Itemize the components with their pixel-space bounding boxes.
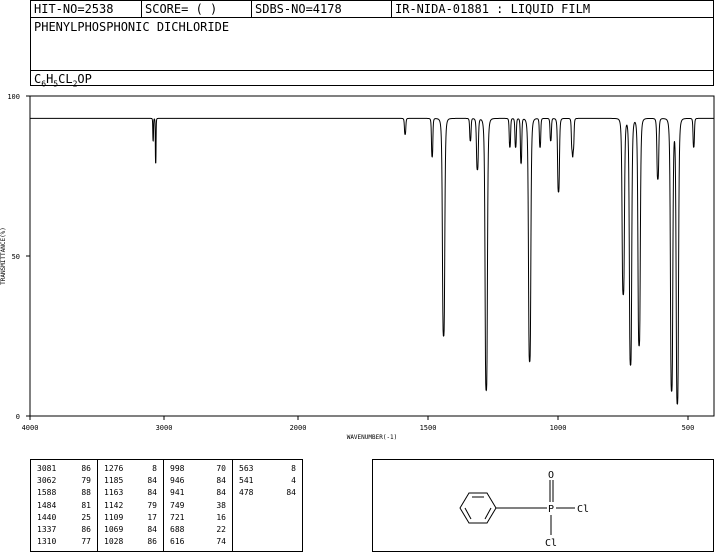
structure-box: O P Cl Cl [372,459,714,552]
chlorine-atom: Cl [577,504,589,515]
double-bond [464,507,472,520]
x-tick-label: 1500 [420,424,437,432]
peak-transmittance: 84 [216,488,226,498]
chlorine-atom: Cl [545,538,557,549]
peak-transmittance: 8 [291,464,296,473]
y-tick-label: 100 [7,93,20,101]
peak-wavenumber: 1069 [104,525,124,534]
peak-wavenumber: 1310 [37,537,57,547]
spectrum-trace [30,117,714,405]
y-axis-label: TRANSMITTANCE(%) [0,227,7,285]
double-bond [484,507,492,520]
peak-wavenumber: 1142 [104,500,124,510]
header-row: HIT-NO=2538 SCORE= ( ) SDBS-NO=4178 IR-N… [31,1,713,18]
peak-wavenumber: 721 [170,512,185,522]
peak-wavenumber: 1337 [37,525,57,534]
x-tick-label: 4000 [22,424,39,432]
peak-transmittance: 22 [216,525,226,534]
phosphorus-atom: P [548,504,554,515]
peak-transmittance: 84 [286,488,296,498]
oxygen-atom: O [548,470,554,481]
peak-transmittance: 74 [216,537,226,547]
structure-diagram: O P Cl Cl [459,470,589,549]
peak-table: 3081 86 3062 79 1588 88 1484 81 1440 25 1337 86 1310… [30,459,303,552]
divider [31,70,713,71]
peak-transmittance: 17 [147,512,157,522]
x-tick-label: 2000 [290,424,307,432]
peak-wavenumber: 1109 [104,512,124,522]
peak-transmittance: 79 [147,500,157,510]
peak-transmittance: 25 [81,512,91,522]
y-tick-label: 50 [12,253,20,261]
peak-transmittance: 79 [81,476,91,486]
peak-transmittance: 84 [147,525,157,534]
peak-wavenumber: 998 [170,464,185,473]
molecular-formula: C6H5CL2OP [34,72,92,89]
peak-wavenumber: 3081 [37,464,57,473]
peak-wavenumber: 1028 [104,537,124,547]
peak-wavenumber: 946 [170,476,185,486]
score: SCORE= ( ) [141,1,251,17]
peak-transmittance: 77 [81,537,91,547]
peak-wavenumber: 1484 [37,500,57,510]
peak-wavenumber: 3062 [37,476,57,486]
peak-transmittance: 86 [81,525,91,534]
spectrum-header: HIT-NO=2538 SCORE= ( ) SDBS-NO=4178 IR-N… [30,0,714,89]
compound-name: PHENYLPHOSPHONIC DICHLORIDE [34,20,230,34]
x-tick-label: 500 [682,424,695,432]
peak-wavenumber: 478 [239,488,254,498]
peak-transmittance: 86 [81,464,91,473]
ir-spectrum-chart: 0 50 100 4000 3000 2000 1500 1000 500 TRANSMITT… [0,93,715,441]
peak-wavenumber: 1588 [37,488,57,498]
hit-number: HIT-NO=2538 [34,2,114,16]
x-tick-label: 3000 [156,424,173,432]
peak-transmittance: 84 [147,488,157,498]
x-axis-label: WAVENUMBER(-1) [347,434,398,441]
ir-info: IR-NIDA-01881 : LIQUID FILM [391,1,713,17]
peak-transmittance: 38 [216,500,226,510]
peak-transmittance: 16 [216,512,226,522]
x-axis: 4000 3000 2000 1500 1000 500 [22,416,695,432]
peak-transmittance: 84 [216,476,226,486]
peak-wavenumber: 749 [170,500,185,510]
peak-column: 998 70 946 84 941 84 749 38 721 16 688 22 616 74 [163,460,232,551]
peak-wavenumber: 563 [239,464,254,473]
peak-transmittance: 81 [81,500,91,510]
peak-wavenumber: 688 [170,525,185,534]
peak-wavenumber: 1163 [104,488,124,498]
y-tick-label: 0 [16,413,20,421]
peak-column: 1276 8 1185 84 1163 84 1142 79 1109 17 1069 84 1028 8… [97,460,163,551]
x-tick-label: 1000 [550,424,567,432]
sdbs-number: SDBS-NO=4178 [251,1,391,17]
peak-transmittance: 86 [147,537,157,547]
peak-wavenumber: 616 [170,537,185,547]
y-axis: 0 50 100 [7,93,30,421]
peak-wavenumber: 1185 [104,476,124,486]
peak-wavenumber: 1440 [37,512,57,522]
peak-transmittance: 88 [81,488,91,498]
peak-column: 3081 86 3062 79 1588 88 1484 81 1440 25 1337 86 1310… [31,460,97,551]
plot-frame [29,95,715,417]
peak-wavenumber: 941 [170,488,185,498]
peak-wavenumber: 1276 [104,464,124,473]
peak-transmittance: 8 [152,464,157,473]
peak-transmittance: 70 [216,464,226,473]
peak-transmittance: 84 [147,476,157,486]
benzene-ring [459,492,497,524]
peak-column: 563 8 541 4 478 84 [232,460,302,551]
peak-wavenumber: 541 [239,476,254,486]
peak-transmittance: 4 [291,476,296,486]
